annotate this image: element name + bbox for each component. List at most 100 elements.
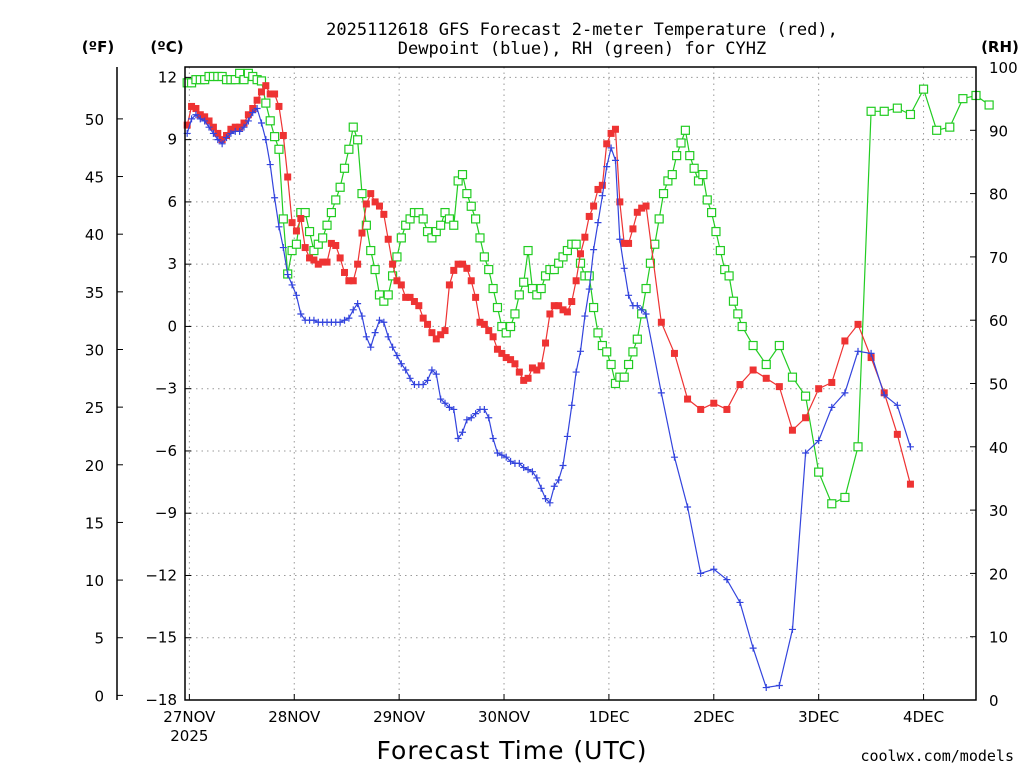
temp-point <box>428 329 436 337</box>
grid <box>185 67 976 701</box>
dewpoint-point <box>467 414 475 422</box>
series <box>182 68 994 692</box>
temp-point <box>684 395 692 403</box>
temp-point <box>607 129 615 137</box>
dewpoint-point <box>244 117 252 125</box>
dewpoint-point <box>533 474 541 482</box>
temp-point <box>546 310 554 318</box>
rh-point <box>519 277 529 287</box>
temp-point <box>815 385 823 393</box>
rh-point <box>654 214 664 224</box>
fahrenheit-tick-label: 50 <box>85 111 104 129</box>
temp-point <box>367 190 375 198</box>
dewpoint-point <box>489 434 497 442</box>
temp-point <box>301 244 309 252</box>
dewpoint-point <box>616 235 624 243</box>
rh-point <box>787 372 798 382</box>
rh-tick-label: 90 <box>989 122 1008 140</box>
rh-tick-label: 60 <box>989 312 1008 330</box>
temp-point <box>736 381 744 389</box>
temp-point <box>214 129 222 137</box>
celsius-tick-label: −12 <box>145 566 177 584</box>
fahrenheit-tick-label: 15 <box>85 514 104 532</box>
dewpoint-point <box>625 291 633 299</box>
temp-point <box>262 82 270 90</box>
dewpoint-point <box>828 403 836 411</box>
rh-tick-label: 100 <box>989 59 1018 77</box>
rh-point <box>853 442 863 452</box>
temp-point <box>459 260 467 268</box>
temp-point <box>402 293 410 301</box>
temp-point <box>257 88 265 96</box>
temp-point <box>697 405 705 413</box>
dewpoint-point <box>209 129 217 137</box>
temp-point <box>183 121 191 129</box>
celsius-tick-label: 9 <box>167 131 177 149</box>
rh-point <box>331 195 341 205</box>
rh-point <box>840 492 850 503</box>
dewpoint-point <box>218 140 226 148</box>
dewpoint-point <box>550 482 558 490</box>
dewpoint-point <box>485 414 493 422</box>
rh-point <box>733 309 743 319</box>
dewpoint-point <box>236 127 244 135</box>
temp-point <box>319 258 327 266</box>
temp-point <box>480 320 488 328</box>
temp-point <box>463 264 471 272</box>
rh-point <box>523 245 533 256</box>
fahrenheit-tick-label: 45 <box>85 169 104 187</box>
rh-point <box>475 233 485 243</box>
dewpoint-point <box>196 115 204 123</box>
temp-point <box>362 200 370 208</box>
rh-point <box>505 321 516 332</box>
temp-point <box>284 173 292 181</box>
fahrenheit-tick-label: 35 <box>85 284 104 302</box>
temp-point <box>358 229 366 237</box>
rh-point <box>418 214 428 224</box>
x-tick-label: 3DEC <box>798 708 839 726</box>
rh-tick-label: 80 <box>989 186 1008 204</box>
temp-point <box>192 105 200 113</box>
temp-point <box>559 306 567 314</box>
temp-point <box>524 374 532 382</box>
rh-point <box>326 207 337 218</box>
dewpoint-point <box>240 123 248 131</box>
dewpoint-point <box>568 401 576 409</box>
fahrenheit-tick-label: 25 <box>85 399 104 417</box>
temp-point <box>520 376 528 384</box>
temp-point <box>577 250 584 258</box>
temp-point <box>332 241 340 249</box>
rh-point <box>984 100 994 110</box>
dewpoint-point <box>749 644 757 652</box>
rh-point <box>339 163 350 173</box>
temp-point <box>393 277 401 285</box>
dewpoint-point <box>638 306 646 314</box>
dewpoint-point <box>762 684 770 692</box>
temp-point <box>201 113 209 121</box>
temp-point <box>297 215 305 223</box>
temp-point <box>762 374 770 382</box>
dewpoint-point <box>607 144 615 152</box>
rh-tick-label: 50 <box>989 376 1008 394</box>
temp-point <box>327 239 335 247</box>
dewpoint-point <box>775 681 783 689</box>
rh-point <box>575 258 586 268</box>
dewpoint-point <box>297 310 305 318</box>
dewpoint-point <box>537 484 545 492</box>
x-tick-label: 2DEC <box>693 708 734 726</box>
rh-point <box>383 290 393 300</box>
temp-point <box>568 298 576 306</box>
rh-point <box>641 283 651 294</box>
temp-point <box>244 111 252 119</box>
temp-point <box>271 90 279 98</box>
dewpoint-point <box>441 399 449 407</box>
rh-point <box>348 122 358 132</box>
rh-tick-label: 30 <box>989 502 1008 520</box>
dewpoint-point <box>555 476 563 484</box>
dewpoint-point <box>472 410 480 418</box>
rh-axis-unit: (RH) <box>981 38 1019 56</box>
rh-point <box>278 214 288 224</box>
celsius-tick-label: 0 <box>167 317 177 335</box>
temp-point <box>603 140 611 148</box>
